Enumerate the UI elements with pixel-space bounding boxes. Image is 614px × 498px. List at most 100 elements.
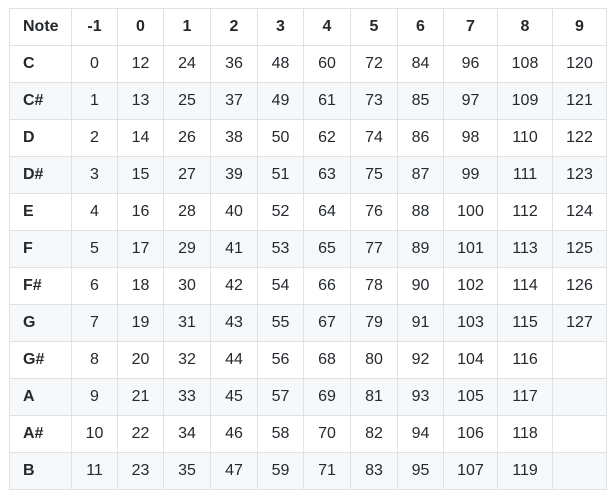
cell: 34 bbox=[163, 415, 211, 453]
table-row: F# 6 18 30 42 54 66 78 90 102 114 126 bbox=[9, 267, 607, 305]
midi-note-table: Note -1 0 1 2 3 4 5 6 7 8 9 C 0 12 24 36 48 60 72 84 96 108 12… bbox=[9, 8, 607, 490]
cell: 0 bbox=[71, 45, 118, 83]
cell: 55 bbox=[257, 304, 304, 342]
cell: 114 bbox=[497, 267, 553, 305]
header-cell: 1 bbox=[163, 8, 211, 46]
table-row: G 7 19 31 43 55 67 79 91 103 115 127 bbox=[9, 304, 607, 342]
cell: 33 bbox=[163, 378, 211, 416]
cell: 95 bbox=[397, 452, 444, 490]
cell: 126 bbox=[552, 267, 607, 305]
cell: 40 bbox=[210, 193, 258, 231]
note-cell: G# bbox=[9, 341, 72, 379]
cell: 64 bbox=[303, 193, 351, 231]
header-row: Note -1 0 1 2 3 4 5 6 7 8 9 bbox=[9, 8, 607, 46]
table-row: E 4 16 28 40 52 64 76 88 100 112 124 bbox=[9, 193, 607, 231]
table-row: C 0 12 24 36 48 60 72 84 96 108 120 bbox=[9, 45, 607, 83]
header-cell: 6 bbox=[397, 8, 444, 46]
cell bbox=[552, 452, 607, 490]
cell: 15 bbox=[117, 156, 164, 194]
cell: 30 bbox=[163, 267, 211, 305]
cell: 73 bbox=[350, 82, 398, 120]
cell: 106 bbox=[443, 415, 498, 453]
table-row: D# 3 15 27 39 51 63 75 87 99 111 123 bbox=[9, 156, 607, 194]
cell: 52 bbox=[257, 193, 304, 231]
cell: 60 bbox=[303, 45, 351, 83]
cell: 82 bbox=[350, 415, 398, 453]
note-cell: F bbox=[9, 230, 72, 268]
header-cell: Note bbox=[9, 8, 72, 46]
cell: 98 bbox=[443, 119, 498, 157]
cell: 94 bbox=[397, 415, 444, 453]
cell: 44 bbox=[210, 341, 258, 379]
cell: 96 bbox=[443, 45, 498, 83]
cell: 122 bbox=[552, 119, 607, 157]
cell: 45 bbox=[210, 378, 258, 416]
cell: 92 bbox=[397, 341, 444, 379]
cell: 41 bbox=[210, 230, 258, 268]
cell: 121 bbox=[552, 82, 607, 120]
cell: 75 bbox=[350, 156, 398, 194]
cell: 32 bbox=[163, 341, 211, 379]
header-cell: 9 bbox=[552, 8, 607, 46]
cell: 38 bbox=[210, 119, 258, 157]
cell: 57 bbox=[257, 378, 304, 416]
cell: 99 bbox=[443, 156, 498, 194]
cell: 28 bbox=[163, 193, 211, 231]
cell: 72 bbox=[350, 45, 398, 83]
cell bbox=[552, 341, 607, 379]
cell: 43 bbox=[210, 304, 258, 342]
cell: 120 bbox=[552, 45, 607, 83]
cell: 35 bbox=[163, 452, 211, 490]
cell: 10 bbox=[71, 415, 118, 453]
cell: 91 bbox=[397, 304, 444, 342]
cell: 124 bbox=[552, 193, 607, 231]
header-cell: 8 bbox=[497, 8, 553, 46]
cell: 116 bbox=[497, 341, 553, 379]
cell: 115 bbox=[497, 304, 553, 342]
cell: 50 bbox=[257, 119, 304, 157]
cell: 51 bbox=[257, 156, 304, 194]
cell: 71 bbox=[303, 452, 351, 490]
cell: 103 bbox=[443, 304, 498, 342]
cell: 56 bbox=[257, 341, 304, 379]
header-cell: 0 bbox=[117, 8, 164, 46]
cell: 48 bbox=[257, 45, 304, 83]
cell: 78 bbox=[350, 267, 398, 305]
note-cell: E bbox=[9, 193, 72, 231]
cell: 16 bbox=[117, 193, 164, 231]
cell: 110 bbox=[497, 119, 553, 157]
note-cell: D bbox=[9, 119, 72, 157]
table-row: A# 10 22 34 46 58 70 82 94 106 118 bbox=[9, 415, 607, 453]
cell: 26 bbox=[163, 119, 211, 157]
cell: 109 bbox=[497, 82, 553, 120]
note-cell: C bbox=[9, 45, 72, 83]
cell: 12 bbox=[117, 45, 164, 83]
header-cell: 7 bbox=[443, 8, 498, 46]
cell: 31 bbox=[163, 304, 211, 342]
cell: 36 bbox=[210, 45, 258, 83]
note-cell: F# bbox=[9, 267, 72, 305]
cell bbox=[552, 378, 607, 416]
header-cell: -1 bbox=[71, 8, 118, 46]
cell: 22 bbox=[117, 415, 164, 453]
cell: 127 bbox=[552, 304, 607, 342]
cell: 76 bbox=[350, 193, 398, 231]
cell bbox=[552, 415, 607, 453]
cell: 13 bbox=[117, 82, 164, 120]
cell: 5 bbox=[71, 230, 118, 268]
table-head: Note -1 0 1 2 3 4 5 6 7 8 9 bbox=[9, 8, 607, 46]
cell: 54 bbox=[257, 267, 304, 305]
cell: 9 bbox=[71, 378, 118, 416]
cell: 20 bbox=[117, 341, 164, 379]
cell: 8 bbox=[71, 341, 118, 379]
cell: 100 bbox=[443, 193, 498, 231]
note-cell: A# bbox=[9, 415, 72, 453]
cell: 29 bbox=[163, 230, 211, 268]
cell: 105 bbox=[443, 378, 498, 416]
cell: 14 bbox=[117, 119, 164, 157]
cell: 70 bbox=[303, 415, 351, 453]
cell: 112 bbox=[497, 193, 553, 231]
note-cell: D# bbox=[9, 156, 72, 194]
cell: 74 bbox=[350, 119, 398, 157]
